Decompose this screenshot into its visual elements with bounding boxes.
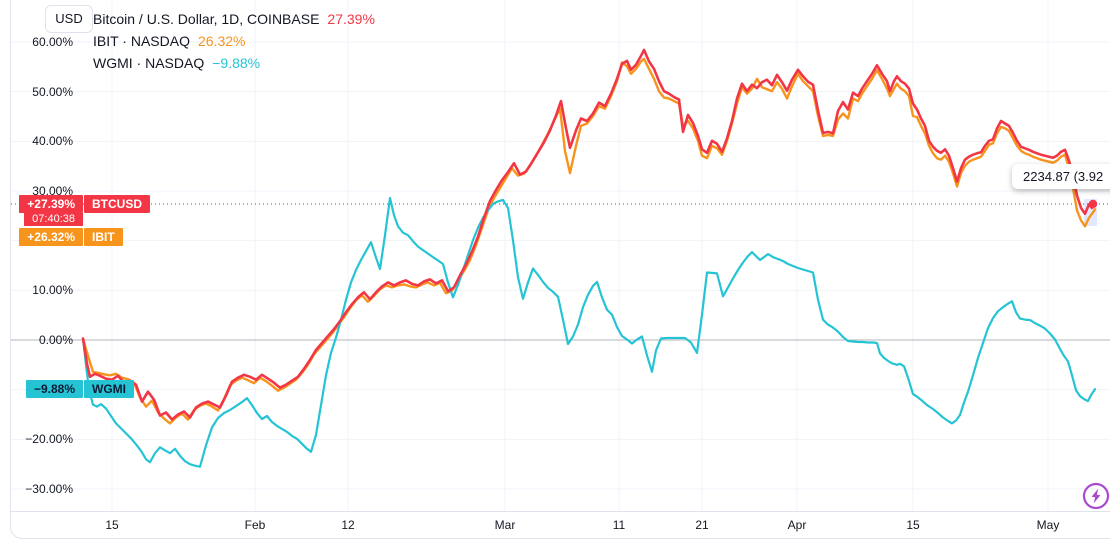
ibit-line [81, 57, 1097, 425]
price-scale-label: 0.00% [38, 333, 73, 347]
legend-row-wgmi[interactable]: WGMI · NASDAQ −9.88% [93, 52, 375, 74]
time-scale-label: 15 [906, 518, 920, 532]
legend-change-ibit: 26.32% [197, 33, 246, 49]
time-scale-label: Feb [244, 518, 266, 532]
wgmi-price-badge-value: −9.88% [25, 380, 83, 398]
legend-row-btcusd[interactable]: Bitcoin / U.S. Dollar, 1D, COINBASE 27.39… [93, 8, 375, 30]
currency-toggle-button[interactable]: USD [45, 5, 93, 33]
price-scale-label: 40.00% [32, 134, 73, 149]
lightning-logo[interactable] [1082, 482, 1110, 515]
time-scale-label: 21 [695, 518, 709, 532]
time-scale-label: 11 [612, 518, 626, 532]
time-scale-label: 15 [105, 518, 119, 532]
time-scale-label: 12 [341, 518, 355, 532]
legend-change-btcusd: 27.39% [327, 11, 375, 27]
legend-change-wgmi: −9.88% [212, 55, 261, 71]
chart-legend: Bitcoin / U.S. Dollar, 1D, COINBASE 27.39… [93, 8, 375, 74]
price-scale-label: 30.00% [32, 183, 73, 198]
price-scale-label: 60.00% [32, 34, 73, 49]
ibit-price-badge-value: +26.32% [19, 228, 83, 246]
ibit-price-badge-ticker: IBIT [84, 228, 123, 246]
btcusd-countdown-badge: 07:40:38 [24, 213, 83, 226]
legend-title-wgmi: WGMI · NASDAQ [93, 55, 205, 71]
legend-title-btcusd: Bitcoin / U.S. Dollar, 1D, COINBASE [93, 11, 320, 27]
price-scale-label: −30.00% [25, 482, 73, 496]
btcusd-price-badge-ticker: BTCUSD [84, 195, 150, 213]
btcusd-price-badge-value: +27.39% [19, 195, 83, 213]
time-axis-separator [10, 511, 1110, 512]
time-scale-label: May [1036, 518, 1060, 532]
last-value-tooltip: 2234.87 (3.92 [1012, 164, 1110, 189]
price-scale-label: 50.00% [32, 84, 73, 99]
wgmi-price-badge-ticker: WGMI [84, 380, 134, 398]
legend-row-ibit[interactable]: IBIT · NASDAQ 26.32% [93, 30, 375, 52]
price-scale-label: −20.00% [25, 432, 73, 447]
time-scale-label: Mar [494, 518, 516, 532]
lightning-icon [1082, 482, 1110, 510]
btcusd-line [81, 48, 1097, 421]
wgmi-line [81, 196, 1097, 468]
btcusd-last-marker [1088, 199, 1098, 209]
time-scale-label: Apr [787, 518, 807, 532]
legend-title-ibit: IBIT · NASDAQ [93, 33, 190, 49]
price-scale-label: 10.00% [32, 283, 73, 298]
